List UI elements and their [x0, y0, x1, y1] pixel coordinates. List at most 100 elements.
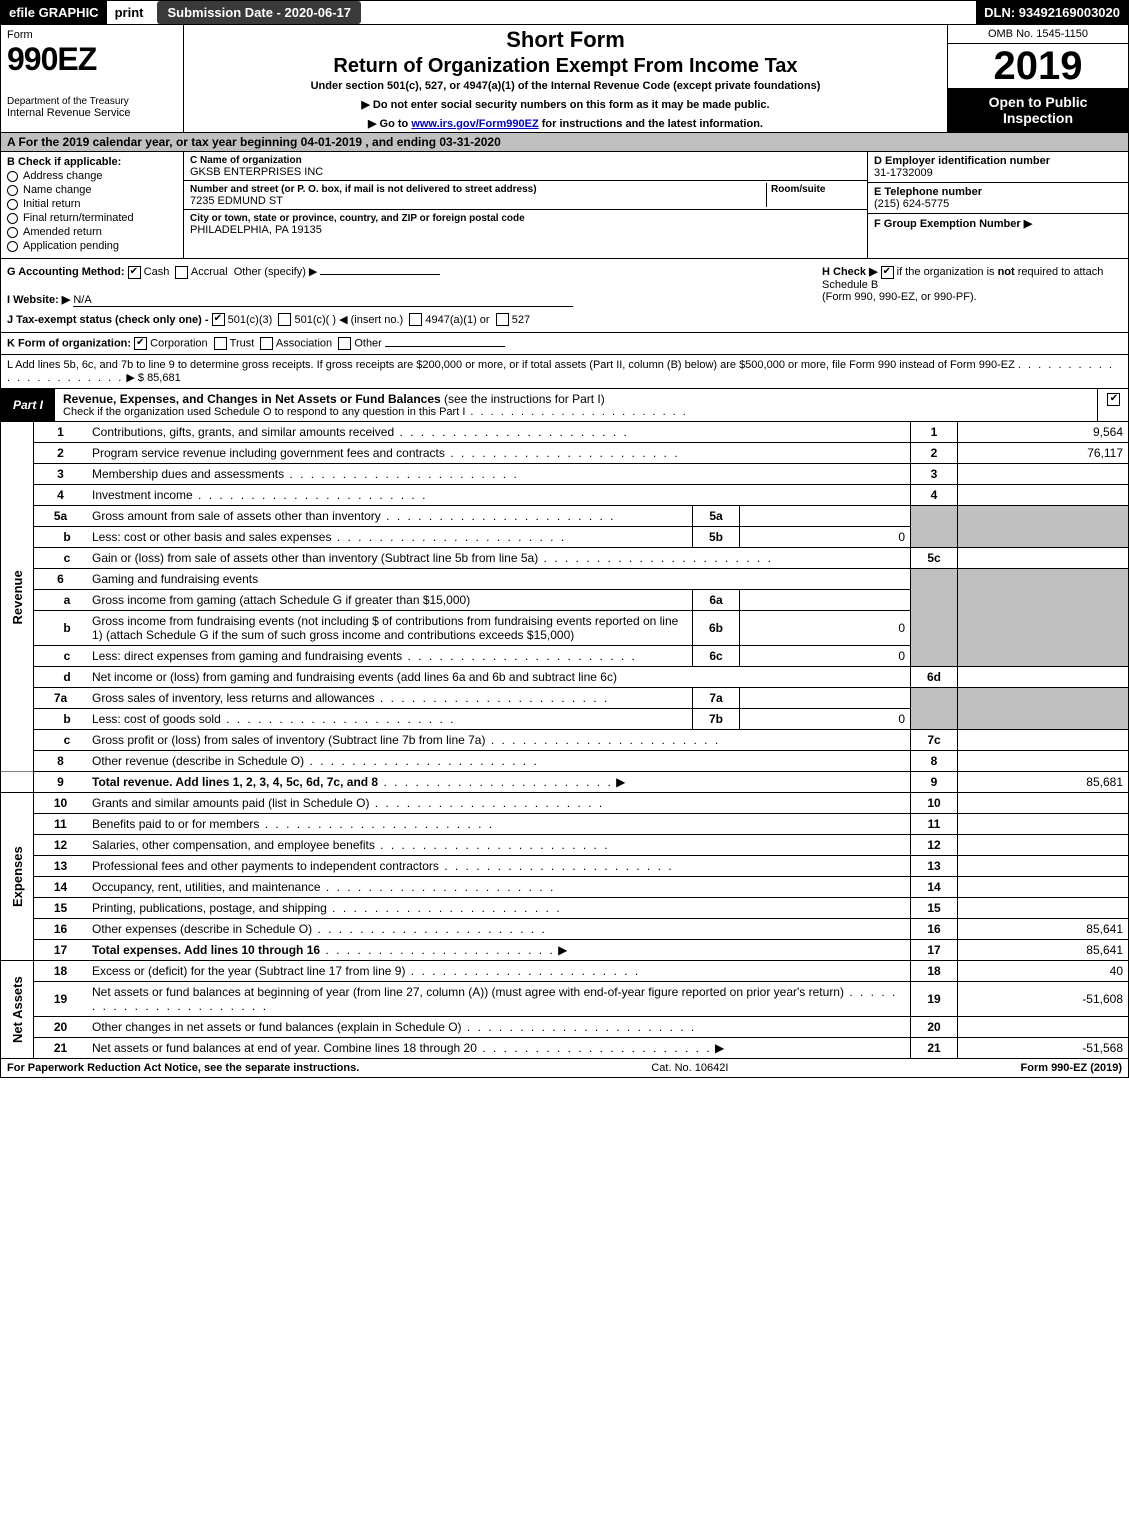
part1-subtitle: Check if the organization used Schedule …: [63, 406, 1089, 418]
row-18: Net Assets 18 Excess or (deficit) for th…: [1, 961, 1129, 982]
row-8: 8 Other revenue (describe in Schedule O)…: [1, 751, 1129, 772]
gross-receipts-value: $ 85,681: [138, 372, 181, 384]
val-line21: -51,568: [958, 1038, 1129, 1059]
part1-header: Part I Revenue, Expenses, and Changes in…: [0, 389, 1129, 422]
return-title: Return of Organization Exempt From Incom…: [188, 55, 943, 78]
org-name-value: GKSB ENTERPRISES INC: [190, 166, 323, 178]
chk-schedule-b-not-required[interactable]: [881, 266, 894, 279]
row-20: 20 Other changes in net assets or fund b…: [1, 1017, 1129, 1038]
h-label: H Check ▶: [822, 266, 878, 278]
part1-tag: Part I: [1, 389, 55, 421]
chk-address-change[interactable]: Address change: [7, 170, 177, 182]
group-exemption-label: F Group Exemption Number ▶: [874, 218, 1032, 230]
line-l: L Add lines 5b, 6c, and 7b to line 9 to …: [0, 355, 1129, 389]
other-org-input[interactable]: [385, 346, 505, 347]
row-4: 4 Investment income 4: [1, 485, 1129, 506]
chk-other-org[interactable]: [338, 337, 351, 350]
chk-association[interactable]: [260, 337, 273, 350]
form-header: Form 990EZ Department of the Treasury In…: [0, 25, 1129, 133]
street-label: Number and street (or P. O. box, if mail…: [190, 184, 537, 195]
city-label: City or town, state or province, country…: [190, 213, 525, 224]
val-line2: 76,117: [958, 443, 1129, 464]
website-value: N/A: [73, 294, 573, 307]
row-11: 11 Benefits paid to or for members 11: [1, 814, 1129, 835]
chk-corporation[interactable]: [134, 337, 147, 350]
box-b: B Check if applicable: Address change Na…: [1, 152, 184, 258]
chk-name-change[interactable]: Name change: [7, 184, 177, 196]
chk-amended-return[interactable]: Amended return: [7, 226, 177, 238]
paperwork-notice: For Paperwork Reduction Act Notice, see …: [7, 1062, 359, 1074]
goto-note: ▶ Go to www.irs.gov/Form990EZ for instru…: [188, 117, 943, 130]
i-label: I Website: ▶: [7, 294, 70, 306]
entity-info-grid: B Check if applicable: Address change Na…: [0, 152, 1129, 259]
val-line1: 9,564: [958, 422, 1129, 443]
val-line7b: 0: [740, 709, 911, 730]
phone-label: E Telephone number: [874, 186, 982, 198]
dept-irs: Internal Revenue Service: [7, 107, 177, 119]
row-6: 6 Gaming and fundraising events: [1, 569, 1129, 590]
chk-501c[interactable]: [278, 313, 291, 326]
form-ref: Form 990-EZ (2019): [1021, 1062, 1123, 1074]
top-bar: efile GRAPHIC print Submission Date - 20…: [0, 0, 1129, 25]
under-section-note: Under section 501(c), 527, or 4947(a)(1)…: [188, 80, 943, 92]
other-method-input[interactable]: [320, 274, 440, 275]
line-k: K Form of organization: Corporation Trus…: [0, 333, 1129, 355]
chk-initial-return[interactable]: Initial return: [7, 198, 177, 210]
row-7c: c Gross profit or (loss) from sales of i…: [1, 730, 1129, 751]
irs-link[interactable]: www.irs.gov/Form990EZ: [411, 118, 538, 130]
phone-value: (215) 624-5775: [874, 198, 949, 210]
section-ghij: G Accounting Method: Cash Accrual Other …: [0, 259, 1129, 333]
org-name-label: C Name of organization: [190, 155, 302, 166]
row-21: 21 Net assets or fund balances at end of…: [1, 1038, 1129, 1059]
box-b-title: B Check if applicable:: [7, 156, 177, 168]
val-line6b: 0: [740, 611, 911, 646]
form-word: Form: [7, 29, 177, 41]
chk-cash[interactable]: [128, 266, 141, 279]
row-19: 19 Net assets or fund balances at beginn…: [1, 982, 1129, 1017]
row-13: 13 Professional fees and other payments …: [1, 856, 1129, 877]
street-value: 7235 EDMUND ST: [190, 195, 283, 207]
row-6d: d Net income or (loss) from gaming and f…: [1, 667, 1129, 688]
ssn-warning: ▶ Do not enter social security numbers o…: [188, 98, 943, 111]
page-footer: For Paperwork Reduction Act Notice, see …: [0, 1059, 1129, 1078]
part1-table: Revenue 1 Contributions, gifts, grants, …: [0, 422, 1129, 1059]
val-line6c: 0: [740, 646, 911, 667]
print-button[interactable]: print: [107, 1, 152, 24]
room-suite-label: Room/suite: [771, 184, 825, 195]
chk-trust[interactable]: [214, 337, 227, 350]
row-14: 14 Occupancy, rent, utilities, and maint…: [1, 877, 1129, 898]
omb-number: OMB No. 1545-1150: [948, 25, 1128, 44]
form-number: 990EZ: [7, 41, 177, 78]
val-line5b: 0: [740, 527, 911, 548]
row-2: 2 Program service revenue including gove…: [1, 443, 1129, 464]
box-def: D Employer identification number 31-1732…: [867, 152, 1128, 258]
chk-accrual[interactable]: [175, 266, 188, 279]
tax-period-bar: A For the 2019 calendar year, or tax yea…: [0, 133, 1129, 152]
cat-number: Cat. No. 10642I: [359, 1062, 1020, 1074]
val-line9: 85,681: [958, 772, 1129, 793]
row-5a: 5a Gross amount from sale of assets othe…: [1, 506, 1129, 527]
chk-application-pending[interactable]: Application pending: [7, 240, 177, 252]
row-15: 15 Printing, publications, postage, and …: [1, 898, 1129, 919]
row-17: 17 Total expenses. Add lines 10 through …: [1, 940, 1129, 961]
ein-value: 31-1732009: [874, 167, 933, 179]
chk-final-return[interactable]: Final return/terminated: [7, 212, 177, 224]
j-label: J Tax-exempt status (check only one) -: [7, 314, 209, 326]
part1-title: Revenue, Expenses, and Changes in Net As…: [63, 392, 441, 406]
dept-treasury: Department of the Treasury: [7, 96, 177, 107]
row-10: Expenses 10 Grants and similar amounts p…: [1, 793, 1129, 814]
row-3: 3 Membership dues and assessments 3: [1, 464, 1129, 485]
chk-527[interactable]: [496, 313, 509, 326]
row-16: 16 Other expenses (describe in Schedule …: [1, 919, 1129, 940]
row-5c: c Gain or (loss) from sale of assets oth…: [1, 548, 1129, 569]
chk-501c3[interactable]: [212, 313, 225, 326]
chk-schedule-o-used[interactable]: [1107, 393, 1120, 406]
box-c: C Name of organization GKSB ENTERPRISES …: [184, 152, 867, 258]
netassets-side-label: Net Assets: [1, 961, 34, 1059]
efile-graphic-label: efile GRAPHIC: [1, 1, 107, 24]
row-12: 12 Salaries, other compensation, and emp…: [1, 835, 1129, 856]
row-7a: 7a Gross sales of inventory, less return…: [1, 688, 1129, 709]
chk-4947[interactable]: [409, 313, 422, 326]
row-9: 9 Total revenue. Add lines 1, 2, 3, 4, 5…: [1, 772, 1129, 793]
ein-label: D Employer identification number: [874, 155, 1050, 167]
